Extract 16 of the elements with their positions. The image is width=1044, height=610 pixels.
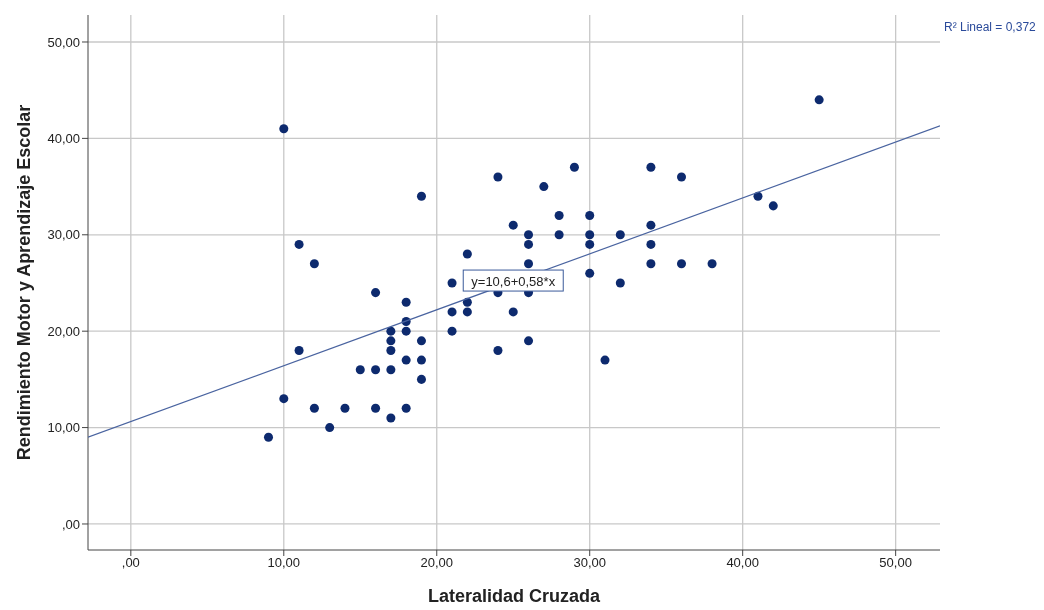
x-tick-label: 50,00 [879,555,912,571]
x-tick-label: 10,00 [267,555,301,571]
y-tick-label: 50,00 [47,34,80,50]
y-tick-label: ,00 [61,516,80,532]
x-axis-title: Lateralidad Cruzada [427,586,602,606]
annotation: y=10,6+0,58*x [471,274,556,290]
x-tick-label: 40,00 [726,555,759,571]
y-axis-title: Rendimiento Motor y Aprendizaje Escolar [14,104,35,461]
x-tick-label: 20,00 [420,555,454,571]
y-tick-label: 10,00 [47,420,80,436]
y-tick-label: 30,00 [47,227,80,243]
x-tick-label: 30,00 [573,555,606,571]
y-tick-label: 40,00 [47,131,80,146]
text: R² Lineal = 0,372 [944,20,1036,34]
x-tick-label: ,00 [121,555,140,571]
y-tick-label: 20,00 [47,323,80,339]
